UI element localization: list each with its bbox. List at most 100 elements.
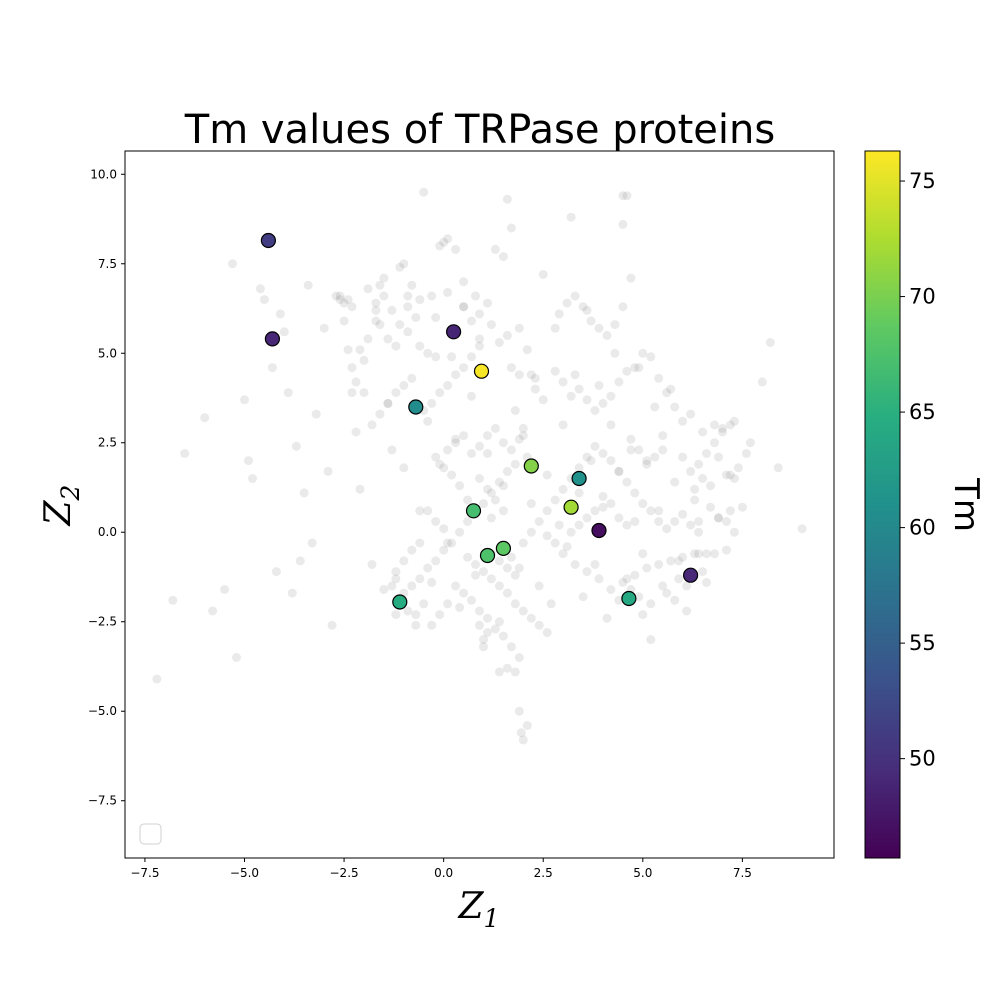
- background-point: [526, 613, 536, 623]
- background-point: [483, 484, 492, 494]
- background-point: [598, 502, 608, 512]
- background-point: [335, 295, 345, 305]
- background-point: [722, 470, 731, 480]
- background-point: [562, 542, 572, 552]
- background-point: [514, 653, 524, 662]
- background-point: [590, 441, 600, 451]
- background-point: [514, 370, 524, 380]
- background-point: [399, 381, 409, 390]
- background-point: [614, 595, 624, 605]
- background-point: [626, 434, 636, 444]
- background-point: [379, 585, 389, 594]
- background-point: [395, 262, 405, 272]
- background-point: [574, 384, 584, 394]
- background-point: [518, 606, 528, 616]
- background-point: [435, 610, 445, 620]
- y-tick-label: −5.0: [88, 704, 117, 718]
- background-point: [494, 617, 504, 627]
- background-point: [690, 484, 700, 494]
- background-point: [467, 352, 476, 362]
- background-point: [797, 524, 807, 534]
- background-point: [459, 302, 469, 312]
- background-point: [610, 320, 620, 330]
- background-point: [347, 302, 357, 312]
- background-point: [255, 284, 265, 294]
- background-point: [598, 491, 608, 501]
- background-point: [391, 574, 401, 584]
- background-point: [494, 556, 504, 566]
- background-point: [614, 466, 624, 476]
- background-point: [570, 560, 580, 569]
- highlight-point: [682, 567, 699, 583]
- background-point: [479, 642, 488, 652]
- background-point: [319, 323, 329, 333]
- background-point: [431, 517, 441, 526]
- background-point: [498, 506, 508, 516]
- background-point: [415, 341, 425, 351]
- background-point: [682, 606, 692, 616]
- background-point: [502, 466, 512, 476]
- background-point: [610, 348, 620, 358]
- y-tick-label: −2.5: [88, 615, 117, 629]
- background-point: [590, 560, 600, 569]
- background-point: [447, 470, 457, 480]
- background-point: [200, 413, 210, 423]
- background-point: [475, 474, 484, 483]
- background-point: [757, 377, 767, 387]
- background-point: [407, 581, 417, 591]
- background-point: [375, 320, 385, 330]
- background-point: [471, 570, 480, 580]
- colorbar-tick-label: 70: [909, 285, 936, 309]
- background-point: [347, 388, 357, 398]
- background-point: [427, 291, 437, 301]
- background-point: [506, 445, 516, 455]
- background-point: [550, 495, 560, 505]
- background-point: [494, 338, 504, 347]
- background-point: [451, 434, 461, 444]
- background-point: [431, 556, 441, 566]
- background-point: [626, 445, 636, 455]
- background-point: [526, 499, 536, 509]
- background-point: [435, 459, 445, 469]
- background-point: [379, 291, 389, 301]
- background-point: [415, 574, 425, 584]
- background-point: [674, 556, 684, 566]
- background-point: [483, 449, 492, 458]
- background-point: [518, 431, 528, 441]
- background-point: [582, 452, 592, 462]
- background-point: [646, 635, 656, 645]
- background-point: [666, 384, 676, 394]
- background-point: [411, 620, 421, 630]
- background-point: [387, 581, 397, 591]
- background-point: [725, 420, 735, 430]
- background-point: [650, 402, 660, 412]
- colorbar: [864, 150, 901, 859]
- background-point: [443, 234, 453, 244]
- background-point: [618, 577, 628, 587]
- background-point: [694, 517, 704, 526]
- background-point: [232, 653, 241, 662]
- colorbar-tick-label: 55: [909, 631, 936, 655]
- background-point: [602, 330, 612, 340]
- background-point: [220, 585, 230, 594]
- background-point: [427, 620, 437, 630]
- background-point: [502, 588, 512, 598]
- background-point: [558, 377, 568, 387]
- background-point: [367, 420, 377, 430]
- background-point: [542, 628, 552, 637]
- background-point: [678, 452, 688, 462]
- highlight-point: [465, 503, 482, 519]
- background-point: [391, 567, 401, 577]
- background-point: [455, 602, 465, 612]
- background-point: [542, 470, 552, 480]
- background-point: [638, 348, 648, 358]
- background-point: [295, 556, 305, 566]
- background-point: [399, 463, 409, 473]
- colorbar-label: Tm: [946, 477, 986, 532]
- background-point: [606, 585, 616, 594]
- background-point: [339, 298, 349, 308]
- y-axis: −7.5 −5.0 −2.5 0.0 2.5 5.0 7.5 10.0: [88, 167, 125, 808]
- background-point: [291, 441, 301, 451]
- background-point: [267, 363, 277, 373]
